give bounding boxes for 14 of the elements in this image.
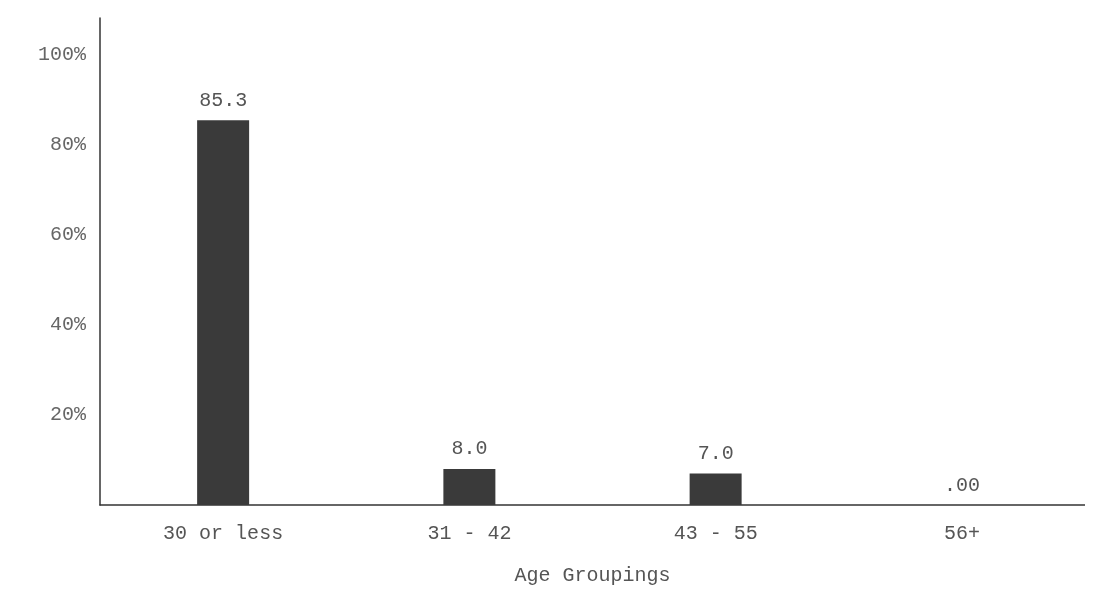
x-tick-label: 31 - 42 — [427, 521, 512, 545]
y-tick-label: 80% — [49, 132, 87, 156]
data-label: 85.3 — [199, 88, 248, 112]
y-tick-label: 20% — [49, 403, 87, 427]
y-tick-label: 60% — [49, 222, 87, 246]
data-label: .00 — [943, 473, 980, 497]
data-label: 7.0 — [697, 441, 734, 465]
y-tick-label: 40% — [49, 313, 87, 337]
x-axis-title: Age Groupings — [514, 563, 671, 587]
y-tick-label: 100% — [37, 42, 87, 66]
x-tick-label: 56+ — [943, 521, 980, 545]
x-tick-label: 43 - 55 — [673, 521, 758, 545]
data-label: 8.0 — [451, 437, 488, 461]
x-tick-label: 30 or less — [163, 521, 284, 545]
